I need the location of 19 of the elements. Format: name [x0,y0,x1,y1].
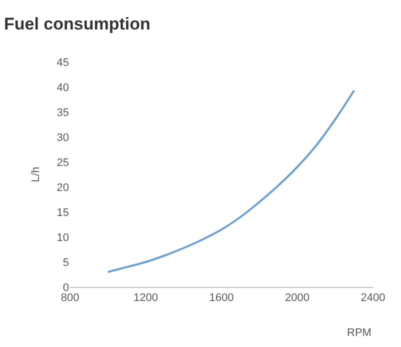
y-tick-label: 20 [56,182,69,194]
y-axis-title: L/h [30,166,42,182]
y-tick-label: 30 [56,132,69,144]
line-series [106,90,356,273]
x-tick-label: 2000 [285,292,310,304]
x-axis-title: RPM [347,327,372,339]
y-tick-label: 40 [56,82,69,94]
y-tick-label: 35 [56,106,69,119]
x-tick-label: 800 [60,292,80,304]
y-tick-label: 5 [62,256,69,269]
x-tick-label: 2400 [360,292,386,304]
y-tick-label: 45 [56,56,69,69]
y-tick-label: 25 [56,156,69,169]
x-tick-label: 1200 [134,292,158,304]
y-tick-label: 10 [56,232,69,244]
y-tick-label: 0 [62,282,69,294]
y-tick-label: 15 [56,206,69,219]
chart-title: Fuel consumption [4,14,150,34]
x-tick-label: 1600 [209,292,234,304]
